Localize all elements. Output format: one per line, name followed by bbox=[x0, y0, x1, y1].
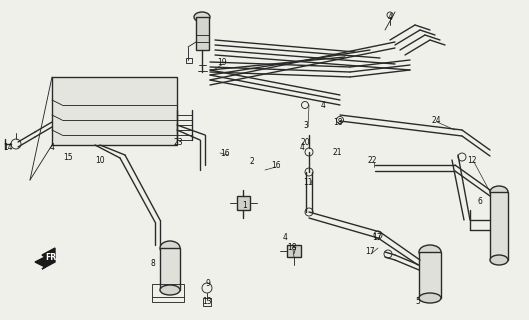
Ellipse shape bbox=[160, 241, 180, 255]
Text: 1: 1 bbox=[243, 201, 248, 210]
Text: 17: 17 bbox=[365, 247, 375, 257]
Text: 14: 14 bbox=[3, 142, 13, 151]
Text: 4: 4 bbox=[321, 100, 325, 109]
Text: 24: 24 bbox=[431, 116, 441, 124]
Circle shape bbox=[305, 168, 313, 176]
Text: 5: 5 bbox=[416, 298, 421, 307]
Text: 20: 20 bbox=[300, 138, 310, 147]
Text: 7: 7 bbox=[291, 247, 296, 257]
Bar bbox=[287, 245, 301, 257]
Text: 12: 12 bbox=[467, 156, 477, 164]
Text: 16: 16 bbox=[220, 148, 230, 157]
Ellipse shape bbox=[419, 245, 441, 259]
Circle shape bbox=[374, 231, 382, 239]
Polygon shape bbox=[35, 248, 55, 269]
Text: 18: 18 bbox=[287, 244, 297, 252]
Bar bbox=[152, 284, 184, 302]
Text: 9: 9 bbox=[206, 278, 211, 287]
Text: 21: 21 bbox=[332, 148, 342, 156]
Circle shape bbox=[387, 12, 393, 18]
Text: 6: 6 bbox=[478, 197, 482, 206]
Text: 8: 8 bbox=[151, 259, 156, 268]
Bar bbox=[52, 77, 177, 145]
Text: 11: 11 bbox=[303, 178, 313, 187]
Text: 4: 4 bbox=[282, 233, 287, 242]
Bar bbox=[203, 298, 211, 306]
Bar bbox=[160, 248, 180, 290]
Text: 13: 13 bbox=[202, 298, 212, 307]
Text: 18: 18 bbox=[333, 117, 343, 126]
Ellipse shape bbox=[490, 186, 508, 198]
Text: 16: 16 bbox=[271, 161, 281, 170]
Circle shape bbox=[458, 153, 466, 161]
Text: 17: 17 bbox=[372, 234, 382, 243]
Circle shape bbox=[202, 283, 212, 293]
Circle shape bbox=[11, 139, 21, 149]
Bar bbox=[237, 196, 250, 210]
Bar bbox=[186, 58, 192, 63]
Bar bbox=[196, 17, 209, 50]
Text: 22: 22 bbox=[367, 156, 377, 164]
Circle shape bbox=[305, 208, 313, 216]
Circle shape bbox=[302, 101, 308, 108]
Ellipse shape bbox=[490, 255, 508, 265]
Text: 23: 23 bbox=[173, 138, 183, 147]
Bar bbox=[490, 192, 508, 260]
Ellipse shape bbox=[194, 12, 210, 22]
Text: FR.: FR. bbox=[45, 253, 59, 262]
Ellipse shape bbox=[160, 285, 180, 295]
Text: 4: 4 bbox=[50, 142, 54, 151]
Text: 10: 10 bbox=[95, 156, 105, 164]
Text: 15: 15 bbox=[63, 153, 73, 162]
Circle shape bbox=[336, 116, 343, 124]
Text: 19: 19 bbox=[217, 58, 227, 67]
Circle shape bbox=[384, 250, 392, 258]
Text: 4: 4 bbox=[299, 142, 304, 151]
Text: 2: 2 bbox=[250, 156, 254, 165]
Bar bbox=[419, 252, 441, 298]
Text: 3: 3 bbox=[304, 121, 308, 130]
Circle shape bbox=[305, 148, 313, 156]
Text: 4: 4 bbox=[388, 12, 393, 21]
Ellipse shape bbox=[419, 293, 441, 303]
